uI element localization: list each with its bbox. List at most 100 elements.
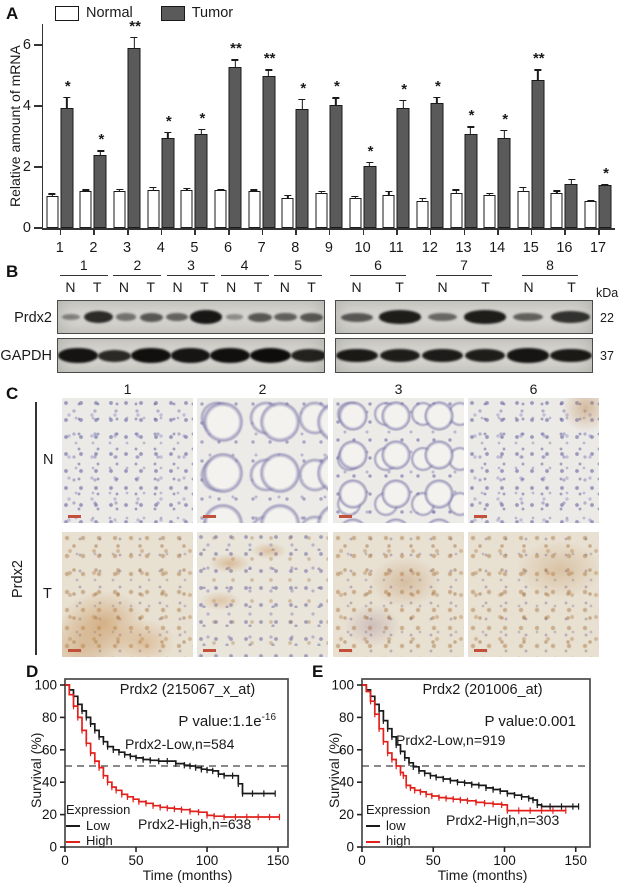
blot-lane <box>210 339 251 372</box>
x-tick <box>261 229 264 235</box>
panel-e-legend: Expression low high <box>366 802 430 849</box>
tumor-bar <box>464 126 477 228</box>
ihc-image-tumor-2 <box>197 532 328 657</box>
bar-pair <box>214 59 242 228</box>
error-bar-cap <box>183 187 191 190</box>
panel-e-p-value: P value:0.001 <box>450 712 576 730</box>
error-bar-cap <box>317 190 325 193</box>
kda-value-37: 37 <box>600 349 614 363</box>
sample-number-cell: 4 <box>218 258 272 276</box>
y-tick-label: 80 <box>339 710 354 725</box>
error-bar-cap <box>433 96 441 98</box>
normal-bar <box>180 187 193 228</box>
x-tick-label: 150 <box>267 853 290 868</box>
error-bar <box>63 96 71 109</box>
normal-bar <box>315 190 328 228</box>
panel-a-plot: 0 2 4 6 * 1 * 2 ** 3 * 4 * 5 ** 6 ** 7 * 8 * 9 * 10 * 11 * 12 * 13 * 14… <box>23 18 615 256</box>
bar-group: * 2 <box>77 24 111 256</box>
blot-lane <box>506 339 550 372</box>
blot-lane <box>97 339 131 372</box>
scale-bar <box>68 515 81 518</box>
y-tick <box>34 166 43 168</box>
bar-group: * 13 <box>447 24 481 256</box>
legend-normal-label: Normal <box>86 5 133 21</box>
legend-item-low: low <box>366 818 430 834</box>
panel-d-label: D <box>26 662 39 681</box>
y-tick-label: 60 <box>42 742 57 757</box>
panel-c-label: C <box>6 384 19 403</box>
lane-label: N <box>172 279 183 295</box>
tumor-swatch <box>160 5 185 21</box>
category-label: 11 <box>388 240 404 256</box>
x-tick <box>228 229 230 235</box>
protein-band <box>171 348 210 363</box>
bar-pair <box>180 128 208 228</box>
tumor-bar <box>194 128 208 228</box>
lane-label: T <box>253 279 263 295</box>
significance-marker: ** <box>129 17 141 35</box>
blot-lane <box>139 301 165 333</box>
category-label: 15 <box>522 240 539 256</box>
tumor-bar <box>329 97 343 228</box>
lane-label: T <box>92 279 102 295</box>
blot-lane <box>549 339 592 372</box>
tumor-bar <box>497 130 511 228</box>
legend-item-low: Low <box>66 818 130 834</box>
panel-d-legend: Expression Low High <box>66 802 130 849</box>
ihc-image-normal-3 <box>333 398 464 523</box>
scale-bar <box>339 649 352 652</box>
panel-c-side-label: Prdx2 <box>10 560 26 598</box>
protein-band <box>299 312 324 322</box>
x-tick <box>530 229 533 235</box>
protein-band <box>58 348 98 363</box>
panel-d: 0 20 40 60 80 100 0 50 100 150 D Survival (%) Tim… <box>0 660 320 888</box>
y-tick <box>34 44 43 47</box>
normal-bar <box>382 190 395 228</box>
blot-lane <box>273 301 299 333</box>
legend-item-normal: Normal <box>55 5 133 21</box>
ihc-column-label: 6 <box>529 381 538 397</box>
protein-band <box>83 310 114 324</box>
normal-bar <box>450 189 462 228</box>
protein-band <box>378 310 422 324</box>
protein-band <box>165 312 189 322</box>
significance-marker: * <box>401 80 408 98</box>
error-bar <box>82 189 90 193</box>
significance-marker: * <box>300 79 307 97</box>
protein-band <box>115 313 136 321</box>
category-label: 1 <box>55 240 64 256</box>
x-tick <box>328 229 331 235</box>
sample-number-cell: 3 <box>164 258 218 276</box>
category-label: 2 <box>89 240 98 256</box>
scale-bar <box>203 515 216 518</box>
plot-frame <box>361 678 591 848</box>
normal-bar <box>584 199 597 228</box>
ihc-image-normal-1 <box>62 398 193 523</box>
error-bar-cap <box>82 189 90 191</box>
bar-group: ** 7 <box>245 24 279 256</box>
x-tick <box>59 229 62 235</box>
panel-d-x-axis-label: Time (months) <box>142 867 233 883</box>
panel-a-y-axis-label: Relative amount of mRNA <box>7 45 23 207</box>
row-label-tumor: T <box>43 586 52 602</box>
x-tick <box>396 229 398 235</box>
y-tick-label: 2 <box>22 159 31 176</box>
tumor-bar <box>161 131 175 228</box>
error-bar-cap <box>567 178 575 181</box>
x-tick-label: 150 <box>564 853 587 868</box>
blot-lane <box>58 339 98 372</box>
ihc-column-label: 2 <box>258 381 267 397</box>
error-bar-cap <box>519 187 527 189</box>
error-bar-cap <box>399 99 407 101</box>
lane-label: T <box>307 279 316 295</box>
x-tick-label: 0 <box>358 853 366 868</box>
protein-band <box>97 349 131 362</box>
ihc-image-tumor-3 <box>333 532 464 657</box>
bar-pair <box>79 150 107 228</box>
sample-number-cell: 7 <box>421 258 507 276</box>
lane-label: T <box>481 279 490 295</box>
ihc-image-normal-2 <box>197 398 328 523</box>
category-label: 12 <box>421 240 438 256</box>
significance-marker: * <box>367 143 374 161</box>
x-tick-label: 50 <box>129 853 144 868</box>
